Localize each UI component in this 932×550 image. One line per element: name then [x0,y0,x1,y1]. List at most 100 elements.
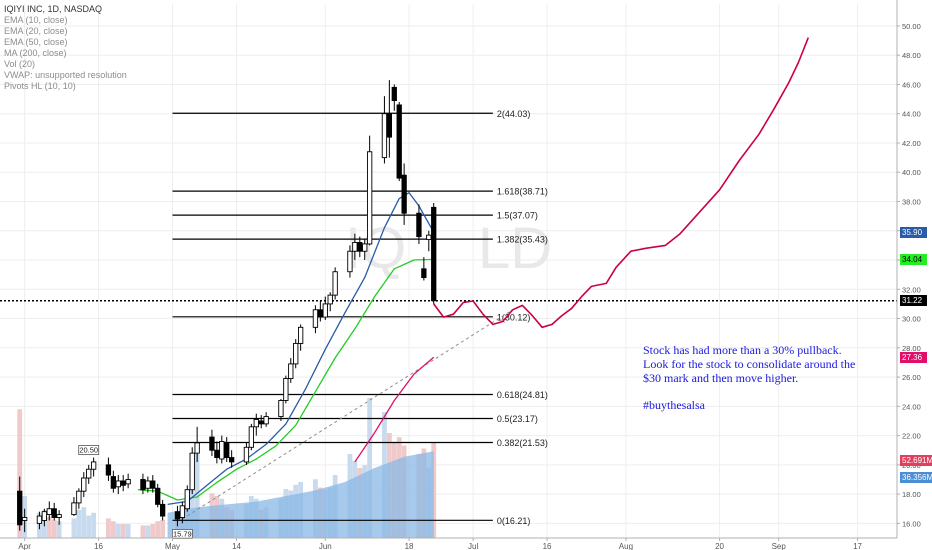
text-annotation[interactable]: Stock has had more than a 30% pullback. … [643,343,883,412]
legend-line: EMA (10, close) [4,15,68,25]
candle-body [253,419,259,428]
candle-body [431,206,437,302]
candle-body [110,476,117,489]
legend-line: Pivots HL (10, 10) [4,81,76,91]
candle-body [209,436,215,451]
fib-level-label: 0.382(21.53) [497,438,548,448]
price-tag-ema50: 27.36 [900,351,927,363]
volume-bar [145,525,151,538]
candle-body [362,243,368,252]
fib-level-label: 1.618(38.71) [497,187,548,197]
annotation-line: Look for the stock to consolidate around… [643,357,856,371]
candle-body [36,515,43,524]
annotation-line: Stock has had more than a 30% pullback. [643,343,842,357]
candle-body [278,400,284,418]
candle-body [46,508,52,516]
candle-body [416,212,422,238]
candle-body [401,174,407,214]
candle-body [322,303,328,318]
indicator-lines [0,37,897,520]
volume-bar [91,512,97,538]
y-tick-label: 22.00 [902,432,921,441]
pivot-label: 15.79 [173,529,192,538]
x-tick-label: 16 [543,542,552,550]
fib-level-label: 0.618(24.81) [497,390,548,400]
candle-body [327,294,333,305]
candle-body [396,104,402,179]
price-tag-last: 31.22 [900,295,927,307]
candle-body [56,514,62,518]
fib-level-label: 2(44.03) [497,109,531,119]
candle-body [381,113,388,159]
candle-body [312,309,319,328]
candle-body [120,480,126,486]
y-tick-label: 48.00 [902,51,921,60]
candle-body [243,446,250,463]
pivot-label-box [78,445,100,455]
candle-body [86,468,92,479]
annotation-hashtag: #buythesalsa [643,398,705,412]
y-tick-label: 26.00 [902,373,921,382]
volume-bar [110,521,116,538]
annotation-line: $30 mark and then move higher. [643,371,799,385]
volume-bar [71,518,77,538]
candle-body [17,490,23,526]
price-tag-ema20: 34.04 [900,253,927,265]
projection-path [433,37,810,329]
x-tick-label: 16 [94,542,103,550]
fib-level-label: 1.5(37.07) [497,211,538,221]
chart-grid [0,4,897,538]
candle-body [140,479,146,491]
candle-body [76,490,82,504]
volume-bar [115,524,121,538]
volume-bar [81,507,87,538]
legend-line: VWAP: unsupported resolution [4,70,127,80]
pivot-labels: 20.50 15.79 [78,445,193,539]
y-tick-label: 42.00 [902,139,921,148]
x-tick-label: Sep [772,542,787,550]
fib-level-label: 1(30.12) [497,312,531,322]
symbol-watermark-right: LD [478,216,552,281]
legend-line: MA (200, close) [4,48,67,58]
candle-body [150,480,156,489]
y-tick-label: 50.00 [902,22,921,31]
candle-body [159,503,166,517]
candle-body [189,452,195,491]
candle-body [366,151,373,245]
y-tick-label: 24.00 [902,402,921,411]
candle-body [224,442,230,458]
candle-body [90,461,97,470]
candle-body [115,480,121,488]
volume-bar [106,518,111,538]
candle-body [184,489,190,510]
candle-body [391,86,397,102]
x-tick-label: Apr [18,542,31,550]
x-tick-label: Aug [619,542,633,550]
volume-bar [150,524,156,538]
x-tick-label: Jun [319,542,332,550]
candle-body [258,420,264,425]
candle-body [219,440,225,460]
volume-bar [189,461,195,538]
x-tick-label: 18 [405,542,414,550]
candle-body [71,502,77,516]
candle-body [297,326,304,344]
volume-ma-area [167,451,434,538]
candle-body [293,342,299,365]
candle-body [426,234,432,240]
candlesticks [17,80,437,533]
fib-level-label: 1.382(35.43) [497,235,548,245]
legend-line: EMA (20, close) [4,26,68,36]
legend-line: Vol (20) [4,59,36,69]
fibonacci-extension: 2(44.03) 1.618(38.71) 1.5(37.07) 1.382(35.4… [172,109,548,526]
y-tick-label: 32.00 [902,285,921,294]
candle-body [317,309,324,318]
y-tick-label: 46.00 [902,80,921,89]
candle-body [421,268,427,279]
candle-body [179,505,186,518]
candle-body [145,480,151,489]
y-tick-label: 40.00 [902,168,921,177]
x-tick-label: May [165,542,180,550]
